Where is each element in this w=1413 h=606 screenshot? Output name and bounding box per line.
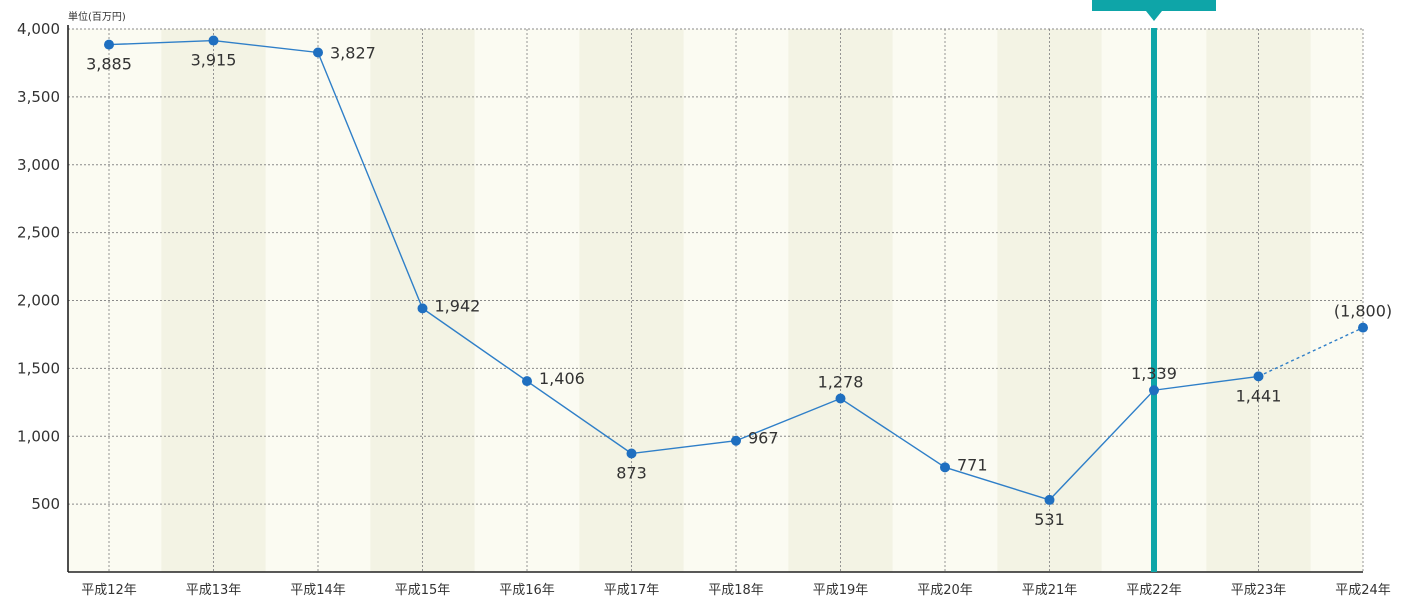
data-label: 1,406 bbox=[539, 369, 585, 388]
x-tick-label: 平成19年 bbox=[813, 583, 869, 598]
x-tick-label: 平成16年 bbox=[499, 583, 555, 598]
data-label: 1,339 bbox=[1131, 364, 1177, 383]
series-line-projected bbox=[1258, 327, 1364, 378]
data-point bbox=[835, 393, 846, 404]
data-point bbox=[208, 35, 219, 46]
y-tick-label: 1,500 bbox=[17, 359, 60, 377]
data-label: 1,942 bbox=[435, 296, 481, 315]
data-point bbox=[731, 435, 741, 446]
x-tick-label: 平成12年 bbox=[81, 583, 137, 598]
data-point bbox=[417, 303, 428, 314]
data-label: 967 bbox=[748, 429, 779, 448]
data-label: 531 bbox=[1034, 510, 1065, 529]
y-tick-label: 3,500 bbox=[17, 88, 60, 106]
data-label: (1,800) bbox=[1334, 302, 1392, 321]
data-point bbox=[626, 448, 637, 459]
data-point bbox=[1044, 494, 1055, 505]
data-label: 3,915 bbox=[191, 51, 237, 70]
x-tick-label: 平成24年 bbox=[1335, 583, 1391, 598]
x-tick-label: 平成20年 bbox=[917, 583, 973, 598]
x-tick-label: 平成15年 bbox=[395, 583, 451, 598]
data-point bbox=[104, 39, 114, 50]
data-label: 1,441 bbox=[1236, 386, 1282, 405]
data-point bbox=[1358, 322, 1368, 333]
highlight-tab bbox=[1092, 0, 1216, 11]
data-point bbox=[1253, 371, 1264, 382]
x-tick-label: 平成22年 bbox=[1126, 583, 1182, 598]
data-point bbox=[940, 462, 950, 473]
data-label: 3,885 bbox=[86, 55, 132, 74]
x-tick-label: 平成14年 bbox=[290, 583, 346, 598]
y-tick-label: 1,000 bbox=[17, 427, 60, 445]
data-point bbox=[1149, 385, 1159, 396]
y-tick-label: 2,000 bbox=[17, 292, 60, 310]
data-label: 1,278 bbox=[818, 373, 864, 392]
data-point bbox=[313, 47, 323, 58]
highlight-bar bbox=[1151, 28, 1157, 572]
x-tick-label: 平成17年 bbox=[604, 583, 660, 598]
data-label: 771 bbox=[957, 455, 988, 474]
series-line bbox=[108, 39, 1259, 501]
y-tick-label: 500 bbox=[31, 495, 60, 513]
data-label: 3,827 bbox=[330, 43, 376, 62]
data-point bbox=[522, 376, 532, 387]
x-tick-label: 平成13年 bbox=[186, 583, 242, 598]
data-label: 873 bbox=[616, 463, 647, 482]
x-tick-label: 平成21年 bbox=[1022, 583, 1078, 598]
highlight-pointer bbox=[1146, 11, 1162, 21]
y-tick-label: 3,000 bbox=[17, 156, 60, 174]
unit-label: 単位(百万円) bbox=[68, 10, 126, 23]
y-tick-label: 2,500 bbox=[17, 224, 60, 242]
x-tick-label: 平成18年 bbox=[708, 583, 764, 598]
x-tick-label: 平成23年 bbox=[1231, 583, 1287, 598]
y-tick-label: 4,000 bbox=[17, 20, 60, 38]
